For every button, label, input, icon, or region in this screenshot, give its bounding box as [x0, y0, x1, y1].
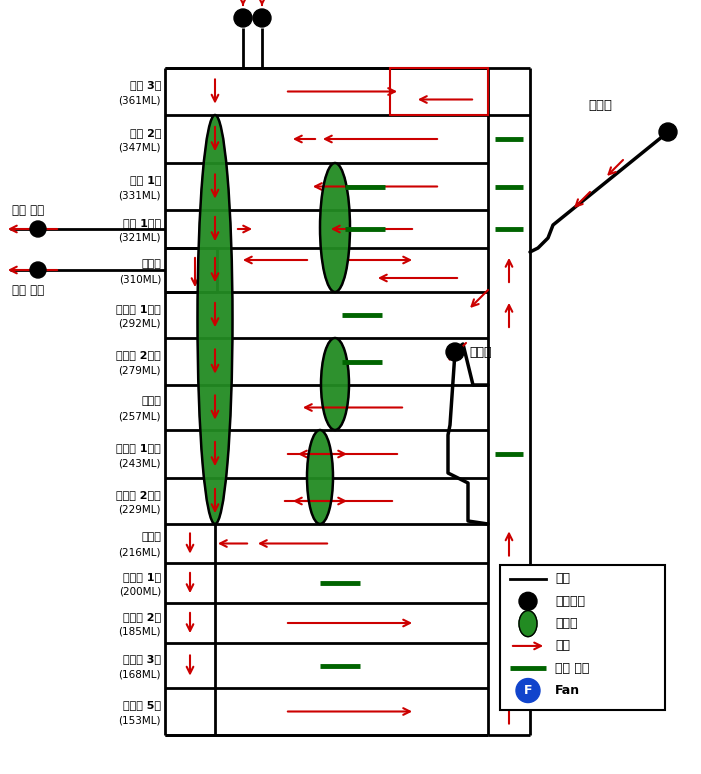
Text: 구진 1중단: 구진 1중단: [123, 218, 161, 228]
Ellipse shape: [198, 115, 233, 524]
Ellipse shape: [321, 338, 349, 430]
Text: (331ML): (331ML): [118, 190, 161, 200]
Circle shape: [446, 343, 464, 361]
Text: 구진갱: 구진갱: [141, 259, 161, 269]
Text: (279ML): (279ML): [118, 365, 161, 375]
Text: 서통갱: 서통갱: [141, 396, 161, 406]
Text: (361ML): (361ML): [118, 95, 161, 105]
Bar: [500, 565, 665, 710]
Text: 서통갱 1중단: 서통갱 1중단: [116, 304, 161, 314]
Text: 북쪽 갱구: 북쪽 갱구: [12, 204, 44, 217]
Bar: [390, 68, 488, 115]
Text: 지표관통: 지표관통: [555, 594, 585, 608]
Text: 상부 1갱: 상부 1갱: [130, 176, 161, 186]
Ellipse shape: [519, 611, 537, 637]
Text: (185ML): (185ML): [118, 627, 161, 637]
Text: 상부 3갱: 상부 3갱: [130, 80, 161, 91]
Text: (243ML): (243ML): [118, 458, 161, 468]
Circle shape: [30, 262, 46, 278]
Text: 상부 2갱: 상부 2갱: [130, 128, 161, 138]
Text: (257ML): (257ML): [118, 412, 161, 422]
Text: 사수갱 1중단: 사수갱 1중단: [116, 443, 161, 453]
Text: (321ML): (321ML): [118, 233, 161, 243]
Circle shape: [234, 9, 252, 27]
Text: (310ML): (310ML): [118, 274, 161, 284]
Circle shape: [253, 9, 271, 27]
Text: 풍향: 풍향: [555, 639, 570, 652]
Text: 금실갱: 금실갱: [588, 99, 612, 112]
Text: 채굴적: 채굴적: [555, 617, 578, 630]
Text: 갱도: 갱도: [555, 573, 570, 585]
Text: 개발갱 2편: 개발갱 2편: [123, 612, 161, 622]
Text: (168ML): (168ML): [118, 670, 161, 680]
Text: (216ML): (216ML): [118, 547, 161, 557]
Text: Fan: Fan: [555, 684, 580, 697]
Text: (200ML): (200ML): [118, 587, 161, 597]
Text: 사수갱: 사수갱: [141, 533, 161, 543]
Circle shape: [659, 123, 677, 141]
Text: 남쪽 갱구: 남쪽 갱구: [12, 283, 44, 296]
Text: F: F: [524, 684, 532, 697]
Text: 사수갱 2중단: 사수갱 2중단: [116, 490, 161, 500]
Ellipse shape: [307, 430, 333, 524]
Text: (292ML): (292ML): [118, 319, 161, 329]
Text: 서통갱 2중단: 서통갱 2중단: [116, 351, 161, 361]
Circle shape: [516, 679, 540, 703]
Text: 사수갱: 사수갱: [469, 345, 491, 358]
Text: (347ML): (347ML): [118, 143, 161, 153]
Text: (153ML): (153ML): [118, 715, 161, 725]
Text: 개발갱 1편: 개발갱 1편: [123, 572, 161, 582]
Ellipse shape: [320, 163, 350, 292]
Circle shape: [519, 592, 537, 611]
Text: 흐름 없음: 흐름 없음: [555, 662, 590, 675]
Text: 개발갱 3편: 개발갱 3편: [123, 655, 161, 665]
Text: 개발갱 5편: 개발갱 5편: [123, 700, 161, 711]
Circle shape: [30, 221, 46, 237]
Text: (229ML): (229ML): [118, 505, 161, 515]
